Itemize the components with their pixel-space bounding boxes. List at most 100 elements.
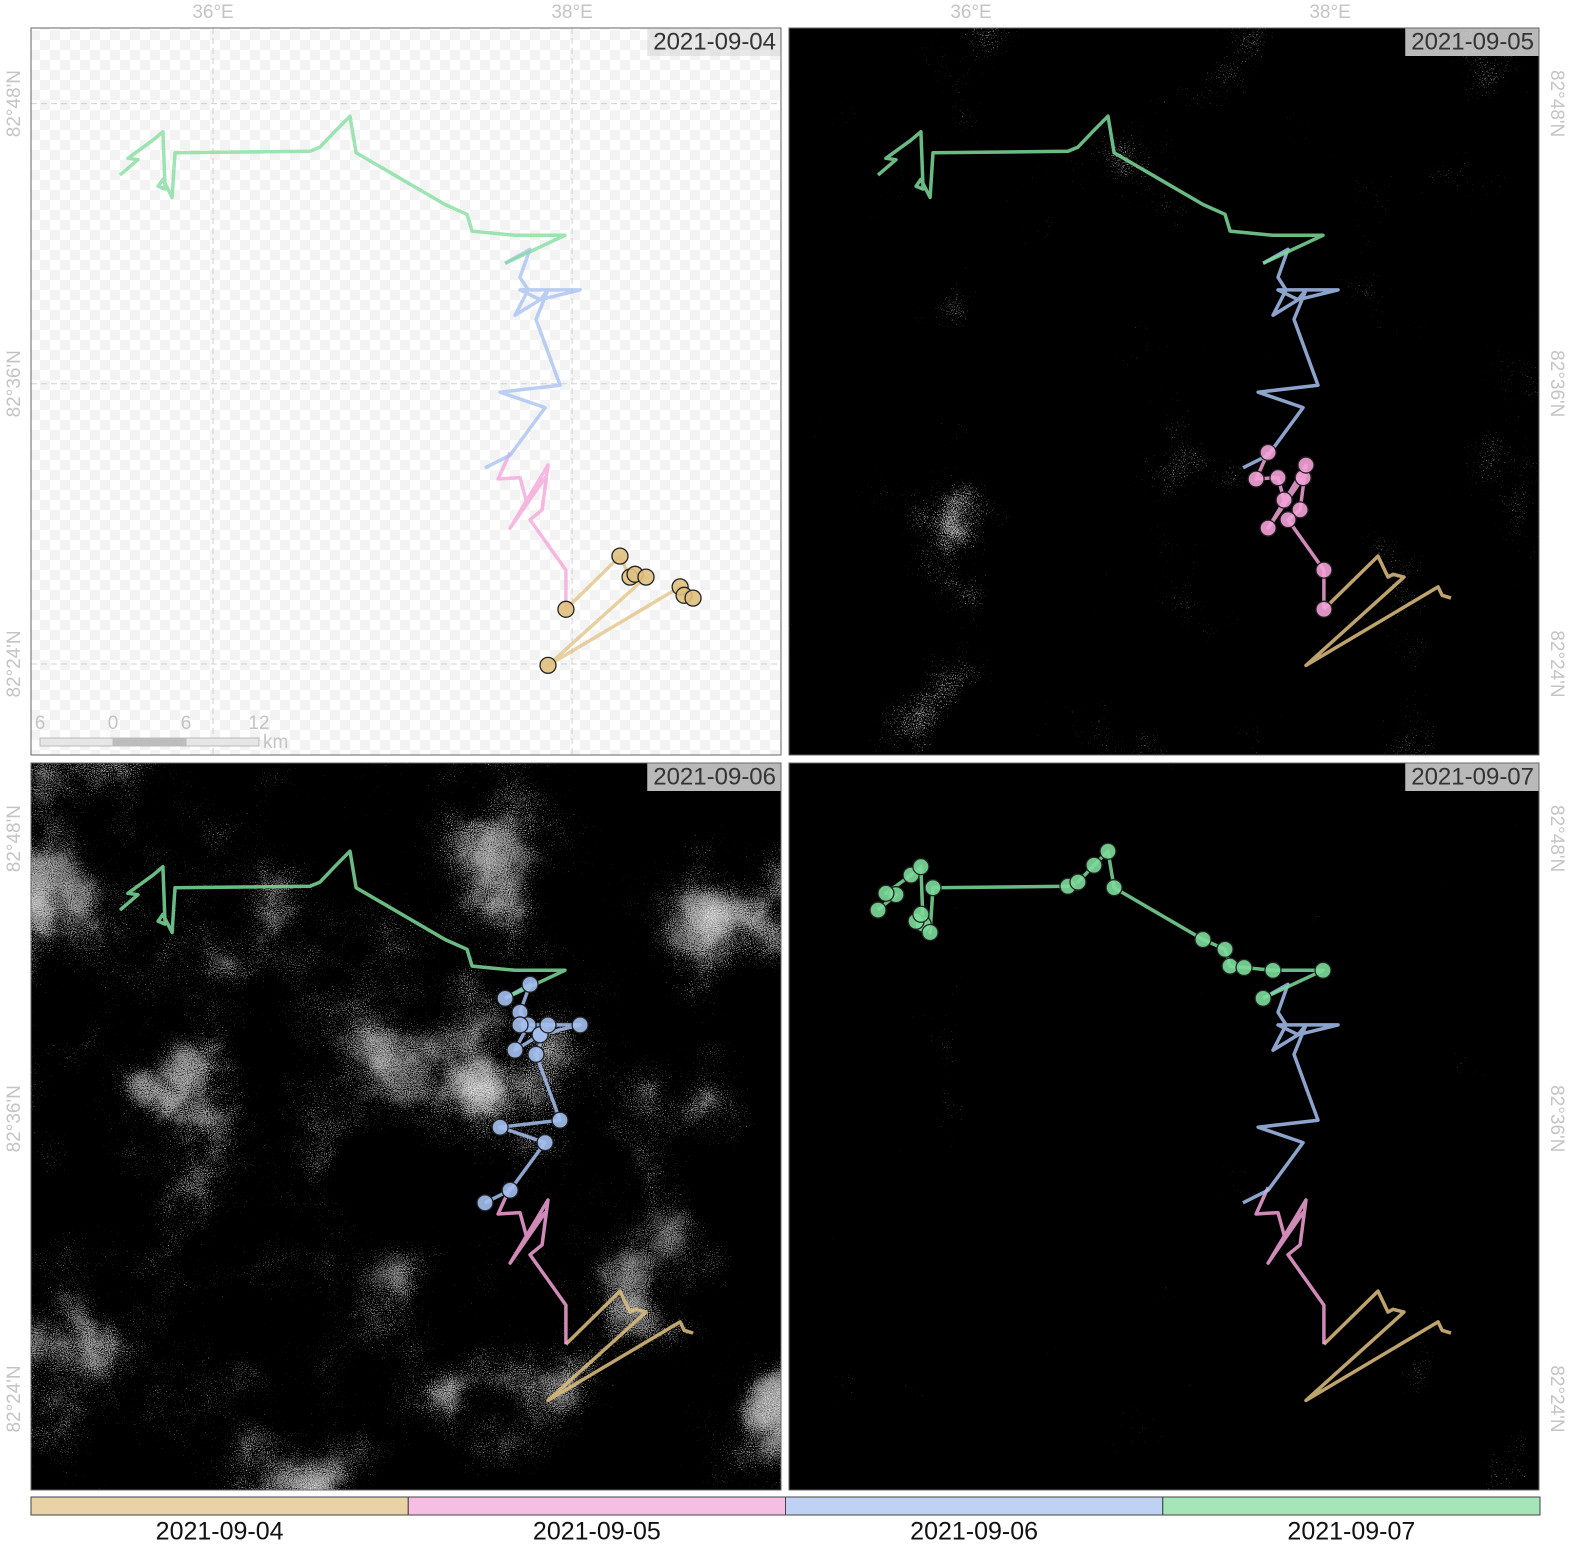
track-point bbox=[1194, 930, 1212, 949]
sar-image bbox=[789, 763, 1539, 1490]
track-line bbox=[1242, 982, 1340, 1205]
track-point bbox=[1279, 511, 1297, 529]
track-point bbox=[1105, 879, 1123, 897]
panel-content: 2021-09-07 bbox=[789, 763, 1539, 1490]
track-point bbox=[491, 1118, 509, 1136]
date-label-background bbox=[1405, 763, 1539, 791]
panel-content: 2021-09-06 bbox=[31, 763, 781, 1490]
track-point bbox=[539, 1016, 557, 1034]
panel-date: 2021-09-05 bbox=[1411, 28, 1534, 55]
scale-bar-segment bbox=[39, 737, 114, 747]
track-point bbox=[476, 1194, 494, 1212]
track-point bbox=[1291, 501, 1309, 519]
track-line bbox=[1242, 247, 1340, 470]
x-tick-label: 36°E bbox=[192, 2, 233, 23]
track-line bbox=[496, 1186, 568, 1345]
track-point bbox=[1297, 456, 1315, 474]
panel-border bbox=[788, 762, 1540, 1491]
date-label-background bbox=[647, 28, 781, 56]
track-line bbox=[876, 114, 1325, 265]
y-tick-label: 82°24'N bbox=[4, 630, 25, 697]
y-tick-label: 82°24'N bbox=[1546, 1365, 1567, 1432]
panel-border bbox=[788, 27, 1540, 756]
track-point bbox=[869, 901, 887, 919]
date-label-background bbox=[1405, 28, 1539, 56]
track-line bbox=[1254, 1186, 1326, 1345]
track-point bbox=[877, 884, 895, 902]
track-point bbox=[912, 858, 930, 876]
panel-background bbox=[31, 28, 781, 755]
scale-bar-segment bbox=[185, 737, 260, 747]
track-point bbox=[496, 989, 514, 1007]
track-line bbox=[118, 849, 567, 1000]
y-tick-label: 82°48'N bbox=[1546, 805, 1567, 872]
panel-border bbox=[30, 27, 782, 756]
panel-border bbox=[30, 762, 782, 1491]
scale-bar-label: 6 bbox=[181, 713, 192, 734]
y-tick-label: 82°24'N bbox=[1546, 630, 1567, 697]
track-point bbox=[1235, 958, 1253, 977]
panel-date: 2021-09-07 bbox=[1411, 763, 1534, 790]
y-tick-label: 82°48'N bbox=[4, 805, 25, 872]
track-point bbox=[521, 975, 539, 993]
track-point bbox=[924, 879, 942, 897]
track-line bbox=[546, 1289, 694, 1403]
sar-image bbox=[789, 28, 1539, 755]
track-point bbox=[611, 547, 629, 565]
x-tick-label: 36°E bbox=[950, 2, 991, 23]
track-point bbox=[506, 1041, 524, 1059]
legend-swatch bbox=[407, 1496, 786, 1516]
legend-swatch bbox=[30, 1496, 409, 1516]
track-point bbox=[1275, 491, 1293, 509]
map-panel: 2021-09-07 bbox=[788, 762, 1540, 1491]
track-point bbox=[921, 923, 939, 942]
track-point bbox=[1315, 600, 1333, 618]
y-tick-label: 82°36'N bbox=[4, 350, 25, 417]
scale-bar-segment bbox=[112, 737, 187, 747]
track-point bbox=[1269, 468, 1287, 487]
track-point bbox=[1259, 443, 1277, 462]
legend-swatch bbox=[1162, 1496, 1541, 1516]
track-point bbox=[1254, 989, 1272, 1007]
legend-label: 2021-09-04 bbox=[156, 1518, 284, 1546]
track-point bbox=[1264, 961, 1282, 979]
y-tick-label: 82°48'N bbox=[1546, 70, 1567, 137]
track-line bbox=[1304, 1289, 1452, 1403]
y-tick-label: 82°36'N bbox=[4, 1085, 25, 1152]
track-line bbox=[1304, 554, 1452, 668]
scale-bar-label: 12 bbox=[248, 713, 269, 734]
y-tick-label: 82°24'N bbox=[4, 1365, 25, 1432]
track-line bbox=[118, 114, 567, 265]
x-tick-label: 38°E bbox=[1309, 2, 1350, 23]
track-point bbox=[539, 656, 557, 675]
y-tick-label: 82°48'N bbox=[4, 70, 25, 137]
track-line bbox=[484, 247, 582, 470]
track-point bbox=[684, 589, 702, 607]
x-tick-label: 38°E bbox=[551, 2, 592, 23]
legend-label: 2021-09-07 bbox=[1287, 1518, 1415, 1546]
y-tick-label: 82°36'N bbox=[1546, 1085, 1567, 1152]
track-point bbox=[1069, 873, 1087, 891]
track-line bbox=[496, 451, 568, 610]
track-point bbox=[551, 1111, 569, 1129]
sar-image bbox=[31, 763, 781, 1490]
track-point bbox=[637, 568, 655, 586]
map-panel: 2021-09-05 bbox=[788, 27, 1540, 756]
track-point bbox=[571, 1016, 589, 1034]
track-point bbox=[1259, 519, 1277, 537]
y-tick-label: 82°36'N bbox=[1546, 350, 1567, 417]
track-point bbox=[557, 600, 575, 618]
date-label-background bbox=[647, 763, 781, 791]
track-point bbox=[1085, 856, 1103, 874]
panel-content: 2021-09-05 bbox=[789, 28, 1539, 755]
track-point bbox=[511, 1016, 529, 1034]
legend-swatch bbox=[785, 1496, 1164, 1516]
track-point bbox=[1247, 470, 1265, 488]
track-point bbox=[1216, 940, 1234, 958]
panel-date: 2021-09-06 bbox=[653, 763, 776, 790]
map-panel: 2021-09-06 bbox=[30, 762, 782, 1491]
track-point bbox=[501, 1181, 519, 1199]
